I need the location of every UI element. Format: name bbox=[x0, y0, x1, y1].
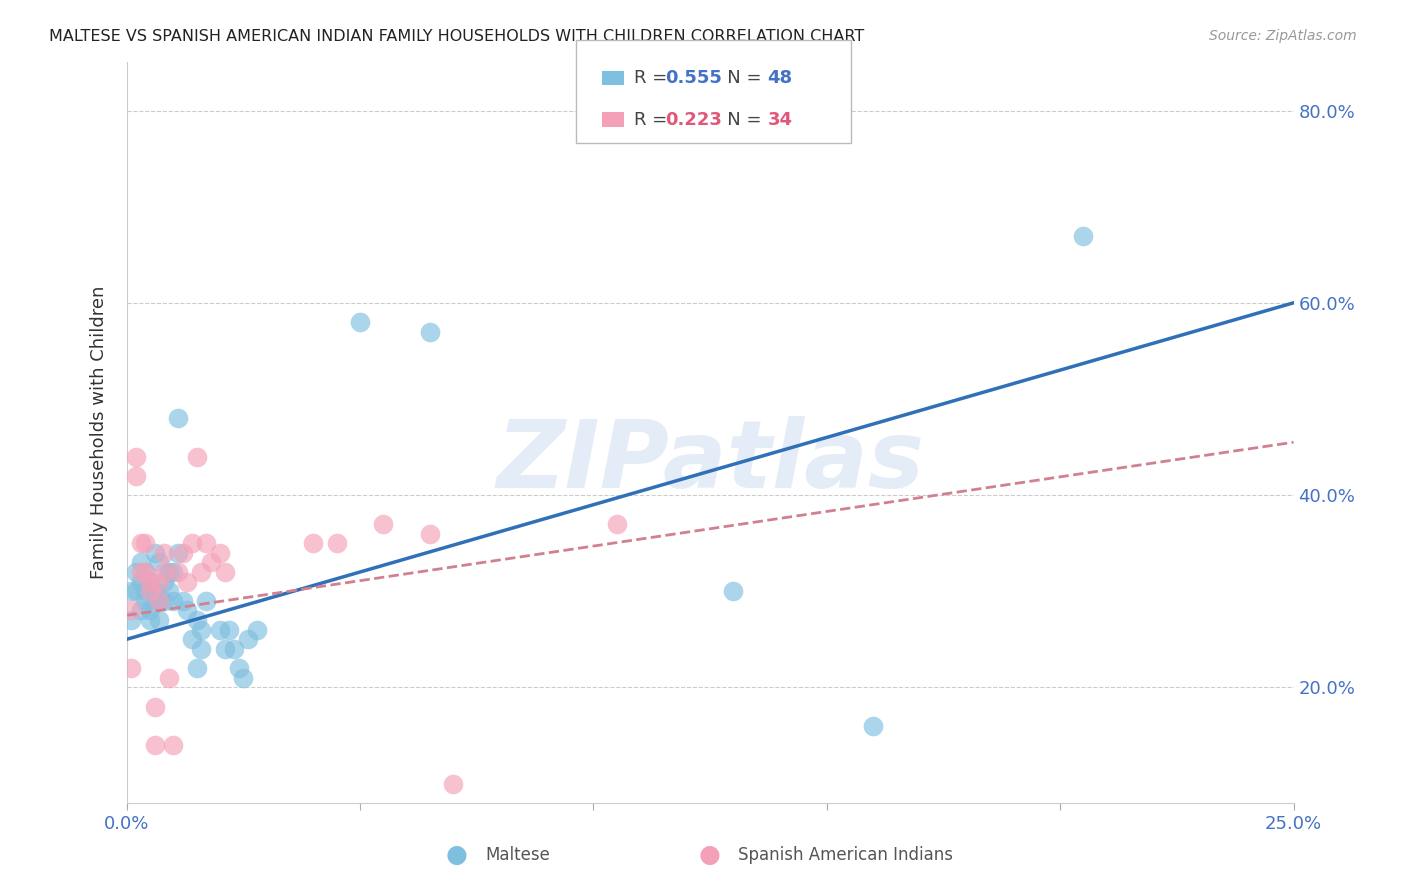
Point bbox=[129, 565, 152, 579]
Text: MALTESE VS SPANISH AMERICAN INDIAN FAMILY HOUSEHOLDS WITH CHILDREN CORRELATION C: MALTESE VS SPANISH AMERICAN INDIAN FAMIL… bbox=[49, 29, 865, 44]
Point bbox=[606, 516, 628, 531]
Point bbox=[162, 738, 184, 752]
Point bbox=[153, 546, 176, 560]
Point bbox=[129, 556, 152, 570]
Point bbox=[162, 594, 184, 608]
Point bbox=[373, 516, 395, 531]
Point bbox=[153, 574, 176, 589]
Point bbox=[143, 546, 166, 560]
Point bbox=[190, 565, 212, 579]
Text: R =: R = bbox=[634, 70, 673, 87]
Point bbox=[723, 584, 745, 599]
Point bbox=[157, 565, 180, 579]
Text: ●: ● bbox=[446, 843, 468, 866]
Point bbox=[139, 574, 162, 589]
Point bbox=[148, 594, 170, 608]
Point bbox=[162, 565, 184, 579]
Point bbox=[208, 546, 231, 560]
Point bbox=[125, 565, 148, 579]
Point bbox=[186, 613, 208, 627]
Point bbox=[186, 450, 208, 464]
Point bbox=[1073, 228, 1095, 243]
Point bbox=[246, 623, 269, 637]
Point bbox=[232, 671, 254, 685]
Point bbox=[180, 632, 202, 647]
Point bbox=[143, 594, 166, 608]
Point bbox=[139, 603, 162, 617]
Point bbox=[125, 584, 148, 599]
Point bbox=[176, 603, 198, 617]
Point bbox=[194, 536, 217, 550]
Point bbox=[148, 556, 170, 570]
Point bbox=[120, 661, 142, 675]
Point bbox=[143, 699, 166, 714]
Text: Spanish American Indians: Spanish American Indians bbox=[738, 846, 953, 863]
Point bbox=[129, 603, 152, 617]
Point bbox=[139, 613, 162, 627]
Point bbox=[200, 556, 222, 570]
Point bbox=[134, 565, 156, 579]
Text: 0.555: 0.555 bbox=[665, 70, 721, 87]
Point bbox=[172, 546, 194, 560]
Point bbox=[125, 450, 148, 464]
Text: 48: 48 bbox=[768, 70, 793, 87]
Point bbox=[419, 325, 441, 339]
Point bbox=[214, 565, 236, 579]
Text: 34: 34 bbox=[768, 111, 793, 128]
Text: R =: R = bbox=[634, 111, 673, 128]
Point bbox=[862, 719, 884, 733]
Point bbox=[349, 315, 371, 329]
Point bbox=[167, 546, 190, 560]
Point bbox=[134, 594, 156, 608]
Point bbox=[441, 776, 464, 790]
Text: ZIPatlas: ZIPatlas bbox=[496, 417, 924, 508]
Point bbox=[134, 565, 156, 579]
Point bbox=[186, 661, 208, 675]
Point bbox=[218, 623, 240, 637]
Text: 0.223: 0.223 bbox=[665, 111, 721, 128]
Point bbox=[172, 594, 194, 608]
Point bbox=[129, 574, 152, 589]
Point bbox=[120, 584, 142, 599]
Point bbox=[139, 584, 162, 599]
Point bbox=[302, 536, 325, 550]
Point bbox=[167, 565, 190, 579]
Point bbox=[120, 613, 142, 627]
Point bbox=[153, 594, 176, 608]
Point bbox=[143, 738, 166, 752]
Point bbox=[167, 411, 190, 425]
Text: N =: N = bbox=[710, 111, 768, 128]
Point bbox=[139, 574, 162, 589]
Text: Maltese: Maltese bbox=[485, 846, 550, 863]
Point bbox=[157, 584, 180, 599]
Point bbox=[222, 642, 245, 657]
Point bbox=[125, 469, 148, 483]
Point bbox=[153, 565, 176, 579]
Point bbox=[143, 584, 166, 599]
Point bbox=[148, 613, 170, 627]
Text: ●: ● bbox=[699, 843, 721, 866]
Point bbox=[134, 536, 156, 550]
Y-axis label: Family Households with Children: Family Households with Children bbox=[90, 286, 108, 579]
Point bbox=[208, 623, 231, 637]
Point bbox=[148, 594, 170, 608]
Point bbox=[236, 632, 259, 647]
Point bbox=[180, 536, 202, 550]
Point bbox=[120, 603, 142, 617]
Point bbox=[325, 536, 347, 550]
Point bbox=[190, 642, 212, 657]
Point bbox=[157, 671, 180, 685]
Point bbox=[129, 536, 152, 550]
Point bbox=[214, 642, 236, 657]
Text: Source: ZipAtlas.com: Source: ZipAtlas.com bbox=[1209, 29, 1357, 43]
Point bbox=[190, 623, 212, 637]
Point bbox=[419, 526, 441, 541]
Point bbox=[228, 661, 250, 675]
Point bbox=[134, 584, 156, 599]
Point bbox=[148, 574, 170, 589]
Text: N =: N = bbox=[710, 70, 768, 87]
Point bbox=[176, 574, 198, 589]
Point bbox=[194, 594, 217, 608]
